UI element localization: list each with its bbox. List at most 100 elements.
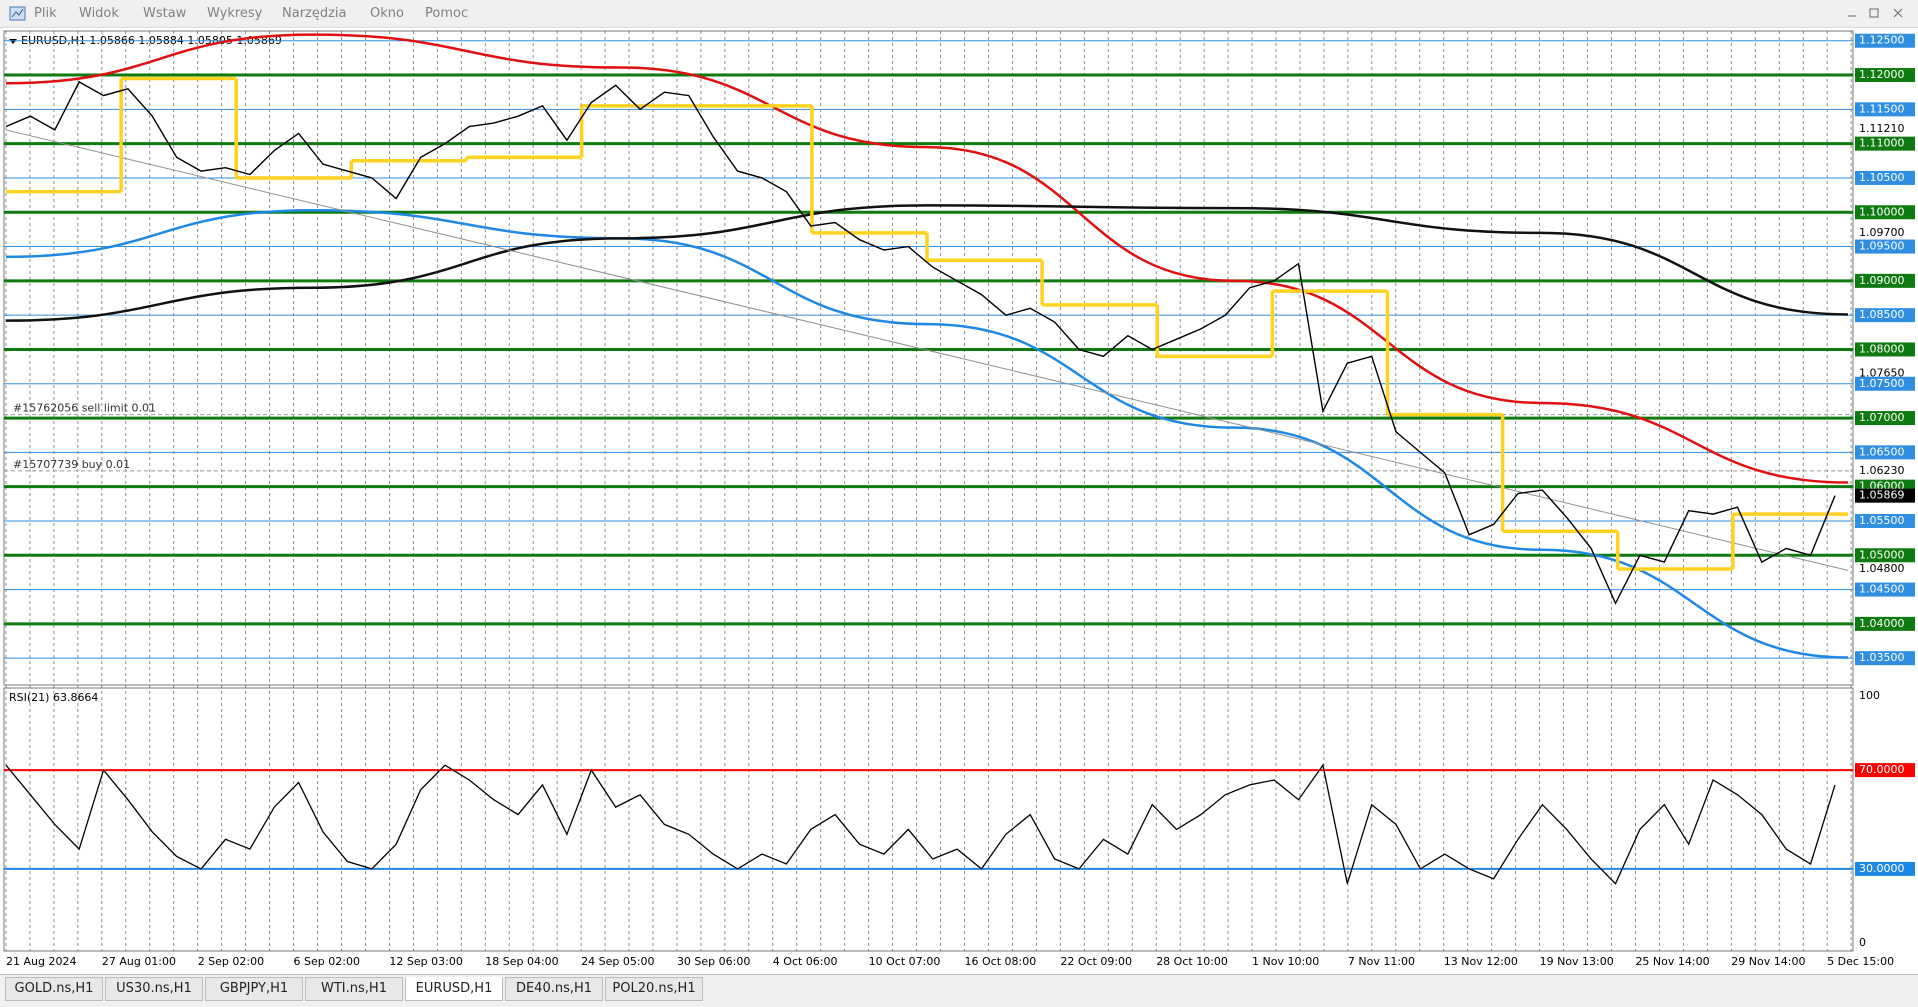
price-label-box xyxy=(1855,33,1915,48)
price-label: 1.11500 xyxy=(1859,102,1905,115)
price-label-box xyxy=(1855,488,1915,503)
price-label-box xyxy=(1855,239,1915,254)
price-label-box xyxy=(1855,616,1915,631)
price-label: 1.05500 xyxy=(1859,514,1905,527)
window-controls[interactable] xyxy=(1842,4,1912,24)
price-line xyxy=(5,80,1836,605)
time-label: 4 Oct 06:00 xyxy=(773,955,838,968)
rsi-label-box xyxy=(1855,861,1915,876)
rsi-line xyxy=(5,763,1836,885)
time-label: 16 Oct 08:00 xyxy=(965,955,1037,968)
price-label-box xyxy=(1855,170,1915,185)
price-label-box xyxy=(1855,411,1915,426)
time-label: 6 Sep 02:00 xyxy=(294,955,360,968)
price-label: 1.09500 xyxy=(1859,240,1905,253)
time-label: 21 Aug 2024 xyxy=(6,955,76,968)
price-label: 1.04500 xyxy=(1859,583,1905,596)
time-label: 13 Nov 12:00 xyxy=(1444,955,1518,968)
time-label: 24 Sep 05:00 xyxy=(581,955,654,968)
time-label: 12 Sep 03:00 xyxy=(389,955,462,968)
menu-bar: Plik Widok Wstaw Wykresy Narzędzia Okno Pomoc xyxy=(0,0,1918,28)
menu-item[interactable]: Plik xyxy=(34,6,57,21)
chart-tab[interactable]: EURUSD,H1 xyxy=(405,977,503,1001)
menu-item[interactable]: Pomoc xyxy=(425,6,469,21)
menu-item[interactable]: Wykresy xyxy=(207,6,263,21)
app-icon xyxy=(9,6,26,21)
rsi-label-box xyxy=(1855,763,1915,778)
time-label: 29 Nov 14:00 xyxy=(1731,955,1805,968)
price-label-box xyxy=(1855,376,1915,391)
time-label: 10 Oct 07:00 xyxy=(869,955,941,968)
menu-item[interactable]: Okno xyxy=(370,6,404,21)
price-label: 1.05869 xyxy=(1859,489,1905,502)
price-label-box xyxy=(1855,548,1915,563)
price-label: 1.12000 xyxy=(1859,68,1905,81)
price-label: 1.06500 xyxy=(1859,445,1905,458)
time-label: 19 Nov 13:00 xyxy=(1540,955,1614,968)
rsi-tick: 0 xyxy=(1859,936,1866,949)
time-label: 22 Oct 09:00 xyxy=(1060,955,1132,968)
indicator-line xyxy=(5,33,1849,484)
order-label: #15707739 buy 0.01 xyxy=(13,458,130,471)
indicator-line xyxy=(5,204,1849,322)
price-panel xyxy=(3,30,1854,686)
indicator-line xyxy=(5,208,1849,659)
price-label: 1.03500 xyxy=(1859,651,1905,664)
time-label: 25 Nov 14:00 xyxy=(1635,955,1709,968)
time-label: 1 Nov 10:00 xyxy=(1252,955,1319,968)
time-label: 7 Nov 11:00 xyxy=(1348,955,1415,968)
chart-tab[interactable]: GBPJPY,H1 xyxy=(205,977,303,1001)
price-label: 1.06230 xyxy=(1859,464,1905,477)
price-label: 1.09000 xyxy=(1859,274,1905,287)
rsi-tick: 100 xyxy=(1859,689,1880,702)
price-label: 1.10500 xyxy=(1859,171,1905,184)
time-label: 28 Oct 10:00 xyxy=(1156,955,1228,968)
price-label: 1.04800 xyxy=(1859,562,1905,575)
menu-item[interactable]: Widok xyxy=(79,6,119,21)
price-label-box xyxy=(1855,68,1915,83)
price-label-box xyxy=(1855,308,1915,323)
chart: EURUSD,H1 1.05866 1.05884 1.05805 1.0586… xyxy=(0,28,1918,974)
price-label-box xyxy=(1855,513,1915,528)
price-label: 1.07500 xyxy=(1859,377,1905,390)
price-label: 1.08500 xyxy=(1859,308,1905,321)
order-label: #15762056 sell limit 0.01 xyxy=(13,402,156,415)
price-label: 1.11000 xyxy=(1859,137,1905,150)
time-label: 18 Sep 04:00 xyxy=(485,955,558,968)
menu-item[interactable]: Narzędzia xyxy=(282,6,347,21)
price-label: 1.11210 xyxy=(1859,122,1905,135)
indicator-line xyxy=(5,129,1849,571)
price-label-box xyxy=(1855,136,1915,151)
price-label: 1.09700 xyxy=(1859,226,1905,239)
price-label-box xyxy=(1855,582,1915,597)
chart-tab[interactable]: US30.ns,H1 xyxy=(105,977,203,1001)
price-label: 1.10000 xyxy=(1859,205,1905,218)
rsi-panel xyxy=(3,687,1854,952)
price-label: 1.07000 xyxy=(1859,411,1905,424)
menu-item[interactable]: Wstaw xyxy=(143,6,187,21)
price-label-box xyxy=(1855,205,1915,220)
rsi-label: 70.0000 xyxy=(1859,763,1905,776)
price-label-box xyxy=(1855,445,1915,460)
price-label: 1.08000 xyxy=(1859,342,1905,355)
chart-tab[interactable]: POL20.ns,H1 xyxy=(605,977,703,1001)
chart-tab[interactable]: GOLD.ns,H1 xyxy=(5,977,103,1001)
price-label: 1.04000 xyxy=(1859,617,1905,630)
price-label-box xyxy=(1855,342,1915,357)
price-label-box xyxy=(1855,651,1915,666)
time-label: 2 Sep 02:00 xyxy=(198,955,264,968)
chart-bg xyxy=(0,28,1918,974)
time-label: 30 Sep 06:00 xyxy=(677,955,750,968)
price-label-box xyxy=(1855,273,1915,288)
tab-bar: GOLD.ns,H1 US30.ns,H1 GBPJPY,H1 WTI.ns,H1 EU… xyxy=(0,974,1918,1007)
price-label-box xyxy=(1855,102,1915,117)
price-label: 1.12500 xyxy=(1859,34,1905,47)
time-label: 27 Aug 01:00 xyxy=(102,955,176,968)
chart-tab[interactable]: DE40.ns,H1 xyxy=(505,977,603,1001)
price-label: 1.05000 xyxy=(1859,548,1905,561)
chart-tab[interactable]: WTI.ns,H1 xyxy=(305,977,403,1001)
price-label: 1.07650 xyxy=(1859,366,1905,379)
time-label: 5 Dec 15:00 xyxy=(1827,955,1894,968)
rsi-label: 30.0000 xyxy=(1859,862,1905,875)
